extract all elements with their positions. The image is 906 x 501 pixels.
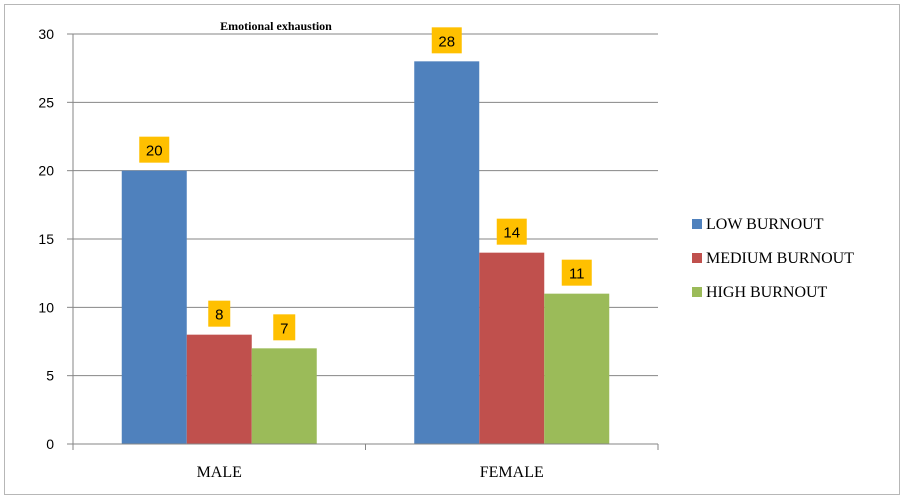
data-label-bg (561, 259, 592, 286)
axes (72, 34, 659, 450)
data-label-bg (273, 314, 296, 341)
legend: LOW BURNOUT MEDIUM BURNOUT HIGH BURNOUT (692, 216, 854, 301)
x-category-label: FEMALE (480, 464, 544, 481)
legend-label: HIGH BURNOUT (706, 284, 828, 301)
data-label: 28 (438, 33, 455, 50)
bar (121, 170, 187, 444)
legend-swatch (692, 219, 702, 229)
y-tick-label: 10 (38, 299, 54, 315)
bar (251, 348, 317, 444)
data-label-bg (139, 136, 170, 163)
x-axis-categories: MALE FEMALE (197, 464, 544, 481)
legend-swatch (692, 287, 702, 297)
data-label: 11 (569, 266, 585, 283)
data-label: 8 (215, 307, 223, 324)
y-tick-label: 20 (38, 163, 54, 179)
y-tick-label: 25 (38, 94, 54, 110)
y-tick-label: 15 (38, 231, 54, 247)
x-category-label: MALE (197, 464, 242, 481)
data-labels: 20 8 7 28 14 11 (139, 27, 592, 341)
y-tick-label: 0 (46, 436, 54, 452)
y-tick-label: 5 (46, 368, 54, 384)
y-tick-label: 30 (38, 26, 54, 42)
bar (479, 252, 545, 444)
legend-label: MEDIUM BURNOUT (706, 250, 854, 267)
bars (121, 61, 610, 444)
data-label-bg (496, 218, 527, 245)
y-axis-ticks: 0 5 10 15 20 25 30 (38, 26, 73, 452)
data-label: 14 (503, 225, 520, 242)
data-label: 7 (280, 320, 288, 337)
bar (414, 61, 480, 444)
data-label-bg (208, 300, 231, 327)
chart-title: Emotional exhaustion (220, 19, 332, 33)
bar (186, 334, 252, 444)
bar (544, 293, 610, 444)
legend-swatch (692, 253, 702, 263)
data-label: 20 (146, 143, 163, 160)
legend-label: LOW BURNOUT (706, 216, 824, 233)
data-label-bg (431, 27, 462, 54)
